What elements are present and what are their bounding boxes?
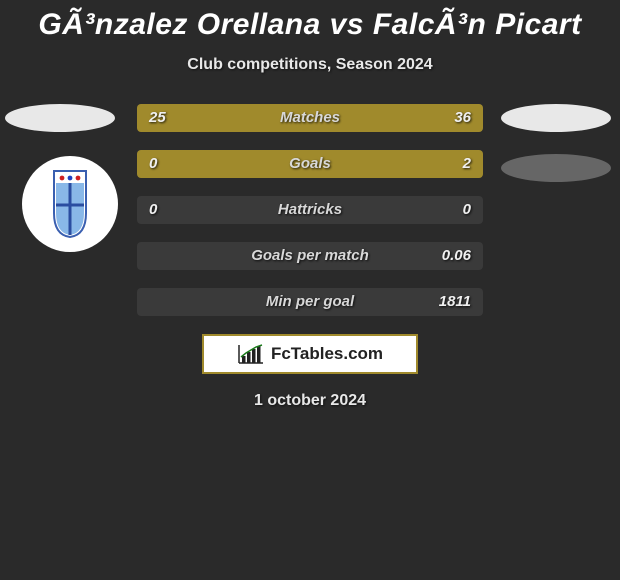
stat-label: Min per goal bbox=[137, 288, 483, 316]
stat-value-right: 1811 bbox=[439, 288, 471, 316]
date-line: 1 october 2024 bbox=[0, 392, 620, 410]
comparison-card: GÃ³nzalez Orellana vs FalcÃ³n Picart Clu… bbox=[0, 0, 620, 410]
stat-value-right: 0.06 bbox=[442, 242, 471, 270]
stat-bars: 25Matches360Goals20Hattricks0Goals per m… bbox=[137, 104, 483, 316]
stat-label: Hattricks bbox=[137, 196, 483, 224]
branding-text: FcTables.com bbox=[271, 344, 383, 364]
club-left-badge bbox=[22, 156, 118, 252]
player-left-ellipse bbox=[5, 104, 115, 132]
stat-value-right: 2 bbox=[463, 150, 471, 178]
stat-value-right: 36 bbox=[454, 104, 471, 132]
stat-label: Goals bbox=[137, 150, 483, 178]
subtitle: Club competitions, Season 2024 bbox=[0, 56, 620, 74]
branding-box: FcTables.com bbox=[202, 334, 418, 374]
stat-label: Goals per match bbox=[137, 242, 483, 270]
shield-icon bbox=[50, 169, 90, 239]
stats-area: 25Matches360Goals20Hattricks0Goals per m… bbox=[0, 104, 620, 410]
stat-label: Matches bbox=[137, 104, 483, 132]
stat-row: 0Hattricks0 bbox=[137, 196, 483, 224]
page-title: GÃ³nzalez Orellana vs FalcÃ³n Picart bbox=[0, 0, 620, 42]
chart-icon bbox=[237, 343, 265, 365]
stat-row: 0Goals2 bbox=[137, 150, 483, 178]
stat-row: 25Matches36 bbox=[137, 104, 483, 132]
player-right-ellipse bbox=[501, 104, 611, 132]
club-right-ellipse bbox=[501, 154, 611, 182]
stat-value-right: 0 bbox=[463, 196, 471, 224]
stat-row: Goals per match0.06 bbox=[137, 242, 483, 270]
stat-row: Min per goal1811 bbox=[137, 288, 483, 316]
